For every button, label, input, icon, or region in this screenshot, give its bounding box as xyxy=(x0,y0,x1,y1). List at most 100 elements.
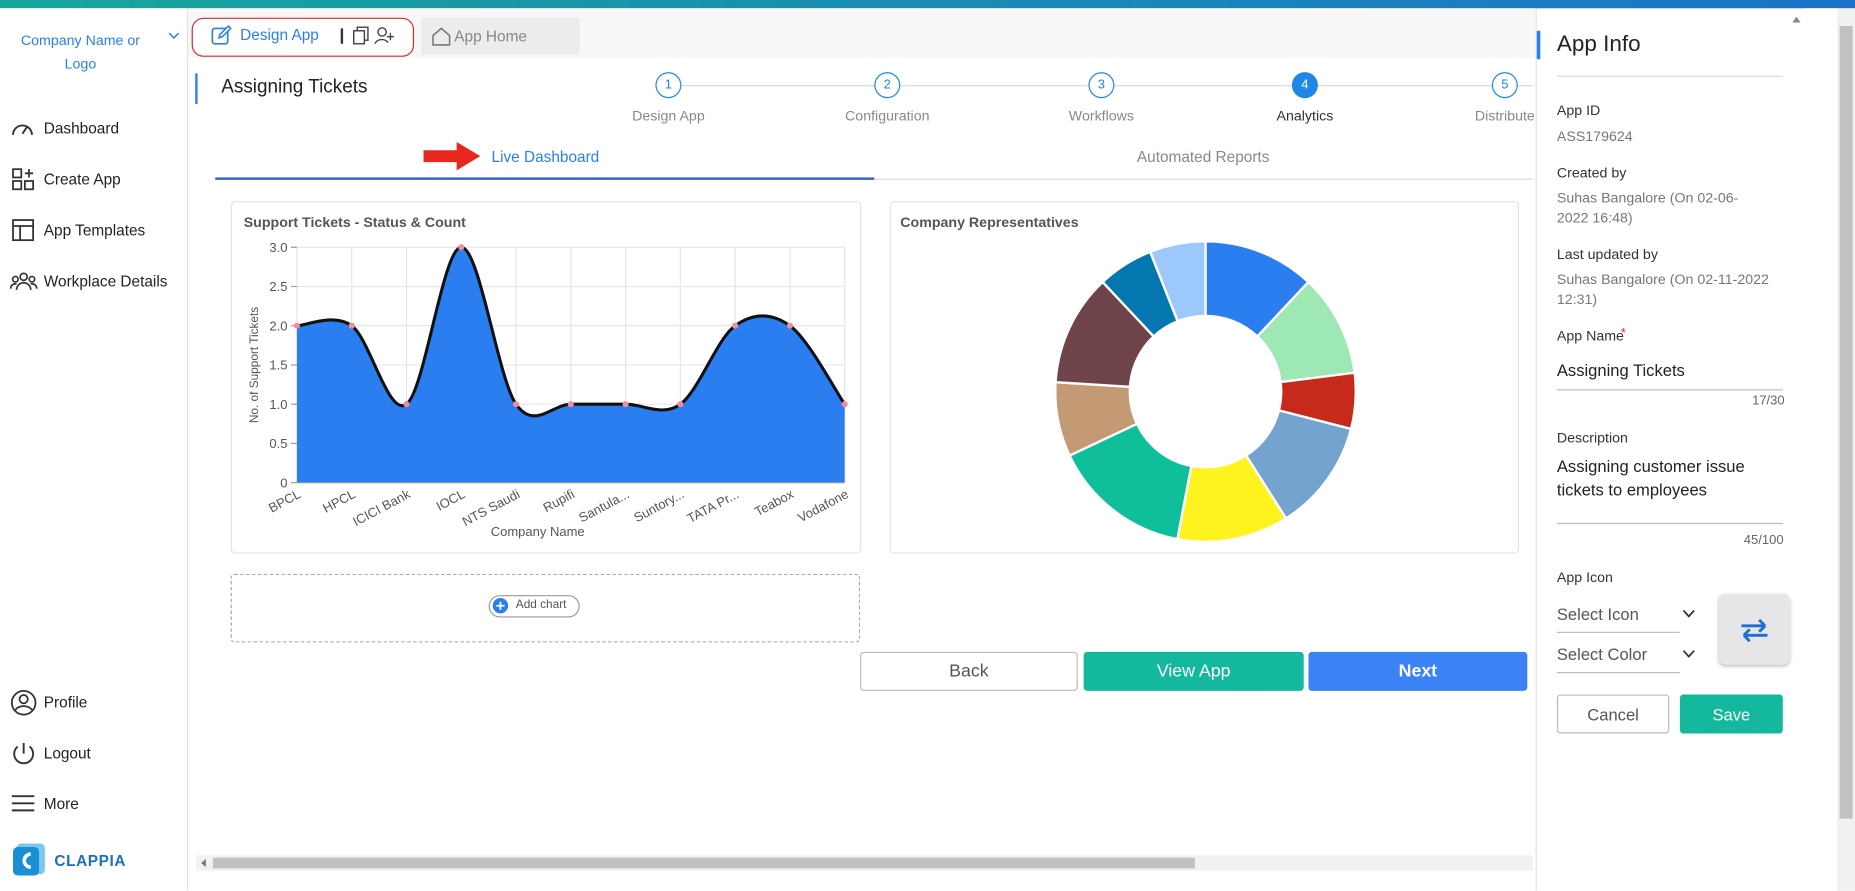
data-point xyxy=(622,401,629,408)
dropdown-arrow[interactable] xyxy=(1682,649,1695,658)
dropdown-arrow[interactable] xyxy=(1682,609,1695,618)
swap-icon xyxy=(1741,618,1768,643)
menu-icon xyxy=(11,795,35,812)
nav-item[interactable]: App Templates xyxy=(43,221,146,239)
panel-gutter xyxy=(1804,8,1838,891)
y-tick-label: 2.5 xyxy=(269,279,287,294)
nav-item[interactable]: More xyxy=(43,795,79,813)
step-circle[interactable]: 1 xyxy=(655,72,682,99)
step-circle[interactable]: 4 xyxy=(1291,72,1318,99)
share-user-icon[interactable] xyxy=(374,26,395,45)
add-chart-label[interactable]: Add chart xyxy=(515,598,567,612)
back-button[interactable]: Back xyxy=(860,651,1078,691)
input-underline xyxy=(1556,671,1680,674)
app-home-tab[interactable] xyxy=(421,17,580,55)
field-label: App Name xyxy=(1556,327,1624,345)
subtab[interactable]: Automated Reports xyxy=(1136,147,1270,166)
y-axis-title: No. of Support Tickets xyxy=(247,307,261,423)
icon-preview[interactable] xyxy=(1718,593,1790,665)
add-chart-area xyxy=(230,573,861,643)
input-underline xyxy=(1556,631,1680,633)
top-bar xyxy=(0,0,1855,9)
step-circle[interactable]: 3 xyxy=(1088,72,1115,99)
select-icon[interactable]: Select Icon xyxy=(1556,604,1639,624)
description-input[interactable]: Assigning customer issue tickets to empl… xyxy=(1556,456,1745,500)
nav-item[interactable]: Profile xyxy=(43,693,88,712)
y-tick-label: 2.0 xyxy=(269,318,287,333)
chevron-icon[interactable] xyxy=(168,32,180,41)
h-scroll-thumb[interactable] xyxy=(212,857,1195,869)
char-count: 45/100 xyxy=(1743,533,1784,548)
data-point xyxy=(841,401,848,408)
sidebar xyxy=(0,8,189,891)
step-label: Workflows xyxy=(1068,107,1135,125)
copy-icon[interactable] xyxy=(353,26,370,45)
view-app-button[interactable]: View App xyxy=(1083,651,1304,691)
chart-title: Company Representatives xyxy=(900,214,1079,231)
data-point xyxy=(512,401,520,408)
tab-divider xyxy=(340,28,343,44)
x-tick-label: TATA Pr... xyxy=(684,486,741,526)
brand-logo xyxy=(13,843,45,876)
data-point xyxy=(567,401,574,408)
nav-item[interactable]: Create App xyxy=(43,170,121,189)
panel-border xyxy=(1535,8,1537,891)
tab-label[interactable]: App Home xyxy=(454,27,527,45)
step-label: Distribute xyxy=(1474,107,1535,125)
scroll-arrow[interactable] xyxy=(199,858,210,869)
logout-icon xyxy=(13,742,35,765)
cancel-button[interactable]: Cancel xyxy=(1556,694,1670,734)
doughnut-chart xyxy=(1054,240,1357,544)
x-tick-label: Santula... xyxy=(576,486,632,525)
nav-item[interactable]: Workplace Details xyxy=(43,272,168,290)
scroll-arrow[interactable] xyxy=(1791,14,1802,25)
chart-card: Company Representatives xyxy=(889,201,1520,554)
field-label: Description xyxy=(1556,429,1628,447)
add-chart-button[interactable] xyxy=(488,595,580,618)
brand-name: CLAPPIA xyxy=(54,851,127,870)
x-axis-title: Company Name xyxy=(491,524,585,539)
x-tick-label: BPCL xyxy=(266,486,303,515)
char-count: 17/30 xyxy=(1752,393,1785,409)
step-circle[interactable]: 2 xyxy=(874,72,901,99)
v-scroll-thumb[interactable] xyxy=(1839,26,1853,819)
data-point xyxy=(786,322,793,329)
x-tick-label: Teabox xyxy=(752,486,796,519)
data-point xyxy=(348,322,355,329)
nav-item[interactable]: Logout xyxy=(43,744,91,762)
y-tick-label: 1.5 xyxy=(269,358,287,373)
arrow-annotation xyxy=(423,141,481,171)
y-tick-label: 1.0 xyxy=(269,397,287,412)
plus-icon xyxy=(492,598,509,614)
data-point xyxy=(677,401,684,408)
subtab[interactable]: Live Dashboard xyxy=(491,147,600,166)
design-app-tab[interactable] xyxy=(191,17,415,57)
step-circle[interactable]: 5 xyxy=(1491,72,1518,99)
input-underline xyxy=(1556,389,1783,391)
field-label: App Icon xyxy=(1556,569,1613,586)
nav-item[interactable]: Dashboard xyxy=(43,119,120,138)
x-tick-label: Vodafone xyxy=(795,486,851,525)
subtab-rule xyxy=(215,178,1534,180)
x-tick-label: IOCL xyxy=(434,486,468,513)
y-tick-label: 0.5 xyxy=(269,436,287,451)
company-logo[interactable]: Company Name or Logo xyxy=(20,31,141,73)
subtab-underline xyxy=(215,177,875,180)
tab-label[interactable]: Design App xyxy=(240,26,319,44)
field-value: Suhas Bangalore (On 02-11-2022 12:31) xyxy=(1556,270,1769,308)
select-color[interactable]: Select Color xyxy=(1556,644,1648,664)
field-value: ASS179624 xyxy=(1556,127,1633,145)
dashboard-icon xyxy=(12,124,33,135)
next-button[interactable]: Next xyxy=(1308,651,1528,691)
data-point xyxy=(293,322,301,329)
save-button[interactable]: Save xyxy=(1679,694,1783,734)
chart-card: Support Tickets - Status & Count 0 0.5 1.0… xyxy=(230,201,862,554)
y-tick-label: 0 xyxy=(280,475,287,490)
chart-title: Support Tickets - Status & Count xyxy=(243,214,466,231)
data-point xyxy=(732,322,739,329)
panel-accent xyxy=(1536,30,1541,60)
home-icon xyxy=(432,27,451,46)
profile-icon xyxy=(10,690,37,716)
app-name-input[interactable]: Assigning Tickets xyxy=(1556,360,1685,380)
